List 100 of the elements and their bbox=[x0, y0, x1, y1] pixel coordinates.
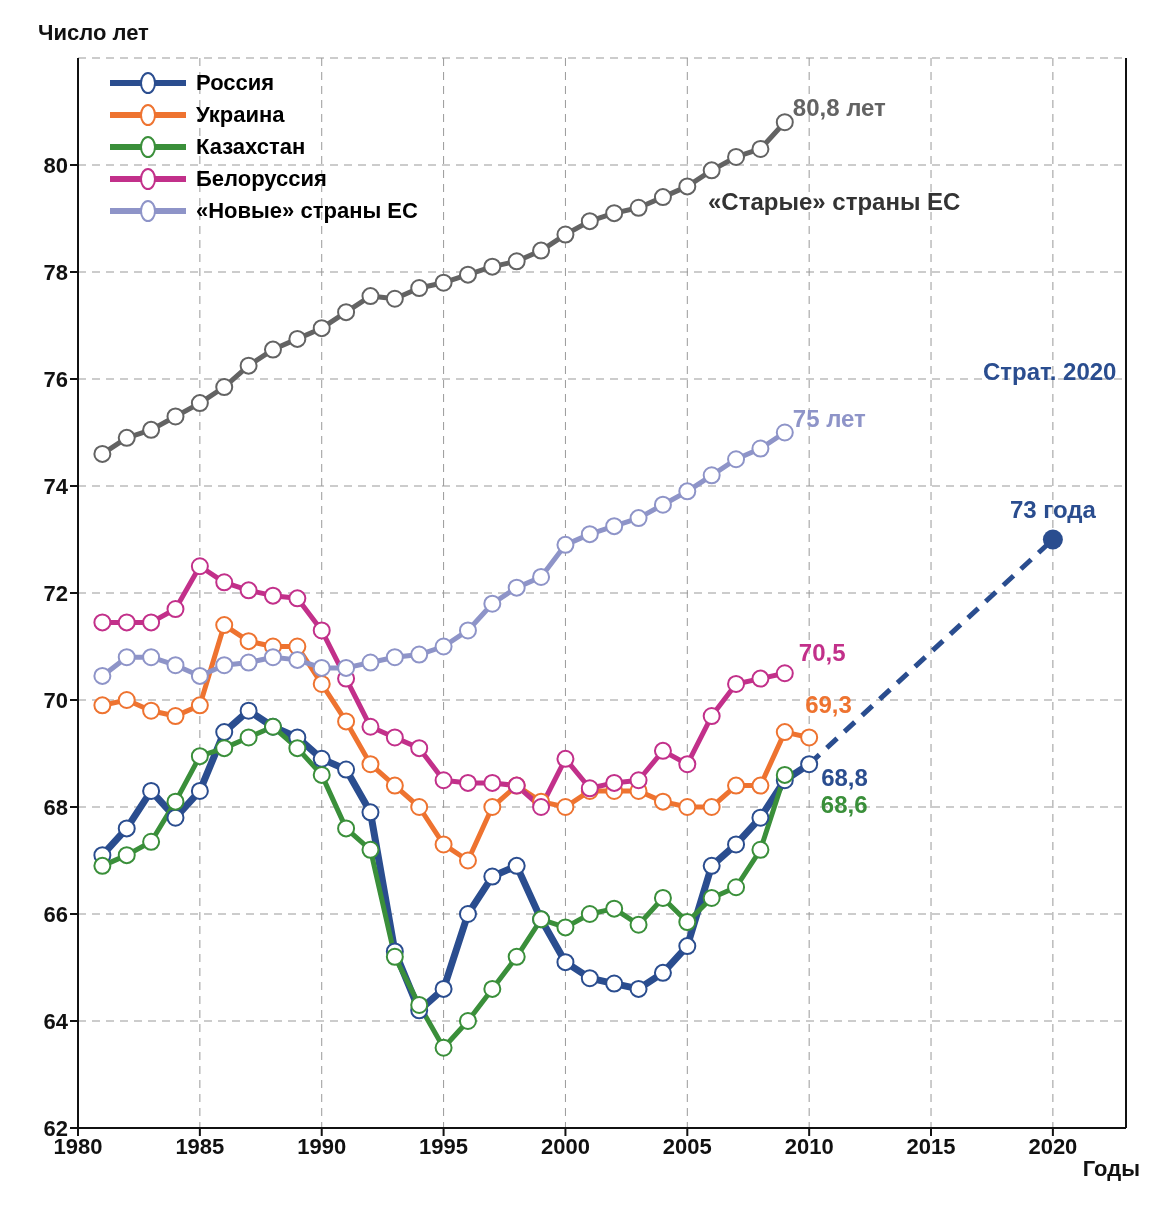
legend-label: Россия bbox=[196, 70, 275, 96]
point bbox=[678, 177, 697, 196]
point bbox=[483, 798, 502, 816]
point bbox=[117, 846, 136, 865]
x-tick-label: 1985 bbox=[175, 1133, 225, 1159]
point bbox=[385, 776, 404, 795]
point bbox=[166, 656, 185, 675]
point bbox=[337, 712, 356, 731]
y-tick-label: 64 bbox=[43, 1008, 69, 1034]
point bbox=[410, 279, 429, 298]
y-tick-label: 80 bbox=[43, 152, 68, 178]
y-tick-label: 72 bbox=[43, 580, 68, 606]
point bbox=[458, 265, 477, 284]
point bbox=[361, 803, 380, 822]
y-tick-label: 66 bbox=[43, 901, 68, 927]
point bbox=[751, 776, 770, 795]
annotation: «Старые» страны ЕС bbox=[708, 188, 961, 216]
point bbox=[507, 947, 526, 966]
point bbox=[142, 701, 161, 720]
point bbox=[142, 781, 161, 800]
point bbox=[239, 728, 258, 747]
point bbox=[385, 728, 404, 747]
point bbox=[800, 755, 819, 774]
annotation: 73 года bbox=[1009, 495, 1097, 523]
point bbox=[239, 701, 258, 720]
point bbox=[288, 589, 307, 608]
point bbox=[580, 905, 599, 923]
point bbox=[605, 899, 624, 918]
point bbox=[751, 808, 770, 827]
point bbox=[190, 394, 209, 413]
point bbox=[142, 613, 161, 632]
point bbox=[239, 356, 258, 375]
point bbox=[434, 637, 453, 656]
point bbox=[629, 915, 648, 934]
point bbox=[580, 525, 599, 544]
point bbox=[263, 648, 282, 667]
point bbox=[483, 773, 502, 792]
point bbox=[434, 835, 453, 854]
point bbox=[190, 666, 209, 685]
annotation: Страт. 2020 bbox=[983, 358, 1117, 386]
point bbox=[507, 252, 526, 271]
x-tick-label: 1990 bbox=[297, 1133, 347, 1159]
point bbox=[727, 147, 746, 166]
point bbox=[678, 798, 697, 816]
y-tick-label: 70 bbox=[43, 687, 68, 713]
point bbox=[702, 707, 721, 726]
point bbox=[215, 573, 234, 592]
point bbox=[727, 776, 746, 795]
point bbox=[605, 517, 624, 536]
point bbox=[483, 257, 502, 276]
point bbox=[93, 666, 112, 685]
point bbox=[288, 650, 307, 669]
point bbox=[337, 658, 356, 677]
point bbox=[678, 755, 697, 774]
point bbox=[166, 792, 185, 811]
legend-label: Белоруссия bbox=[196, 166, 327, 192]
point bbox=[93, 856, 112, 875]
point bbox=[337, 760, 356, 779]
point bbox=[507, 578, 526, 597]
point bbox=[629, 198, 648, 217]
point bbox=[361, 840, 380, 859]
point bbox=[653, 792, 672, 811]
point bbox=[532, 567, 551, 586]
point bbox=[190, 747, 209, 766]
point bbox=[215, 723, 234, 742]
x-tick-label: 2015 bbox=[906, 1133, 956, 1159]
point bbox=[239, 653, 258, 672]
y-tick-label: 74 bbox=[43, 473, 69, 499]
point bbox=[385, 289, 404, 308]
point bbox=[117, 648, 136, 667]
point bbox=[312, 319, 331, 338]
point bbox=[580, 212, 599, 231]
point bbox=[702, 466, 721, 485]
legend-label: Казахстан bbox=[196, 134, 306, 160]
point bbox=[458, 1012, 477, 1030]
point bbox=[775, 723, 794, 742]
point bbox=[727, 450, 746, 469]
point bbox=[385, 947, 404, 966]
x-axis-title: Годы bbox=[1082, 1156, 1140, 1181]
point bbox=[458, 905, 477, 923]
annotation: 80,8 лет bbox=[792, 94, 887, 122]
point bbox=[556, 798, 575, 816]
point bbox=[556, 918, 575, 937]
point bbox=[166, 407, 185, 426]
point bbox=[166, 808, 185, 827]
point bbox=[775, 423, 794, 442]
y-tick-label: 68 bbox=[43, 794, 68, 820]
point bbox=[93, 696, 112, 715]
point bbox=[751, 139, 770, 158]
point bbox=[556, 749, 575, 768]
x-tick-label: 2000 bbox=[540, 1133, 590, 1159]
point bbox=[1042, 529, 1063, 550]
point bbox=[629, 979, 648, 998]
point bbox=[653, 963, 672, 982]
point bbox=[190, 557, 209, 576]
point bbox=[532, 798, 551, 816]
annotation: 75 лет bbox=[792, 404, 867, 432]
y-tick-label: 76 bbox=[43, 366, 68, 392]
point bbox=[142, 420, 161, 439]
point bbox=[532, 241, 551, 260]
